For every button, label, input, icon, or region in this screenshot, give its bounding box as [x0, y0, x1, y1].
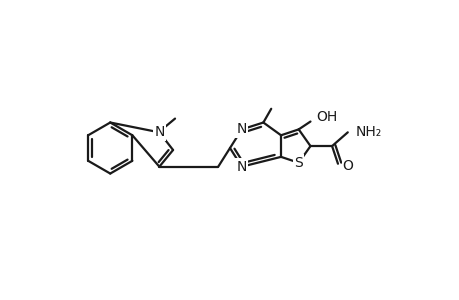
Text: OH: OH [316, 110, 337, 124]
Text: O: O [341, 159, 352, 173]
Text: S: S [294, 156, 302, 170]
Text: N: N [236, 160, 246, 174]
Text: NH₂: NH₂ [355, 125, 381, 139]
Text: N: N [236, 122, 246, 136]
Text: N: N [154, 125, 164, 139]
